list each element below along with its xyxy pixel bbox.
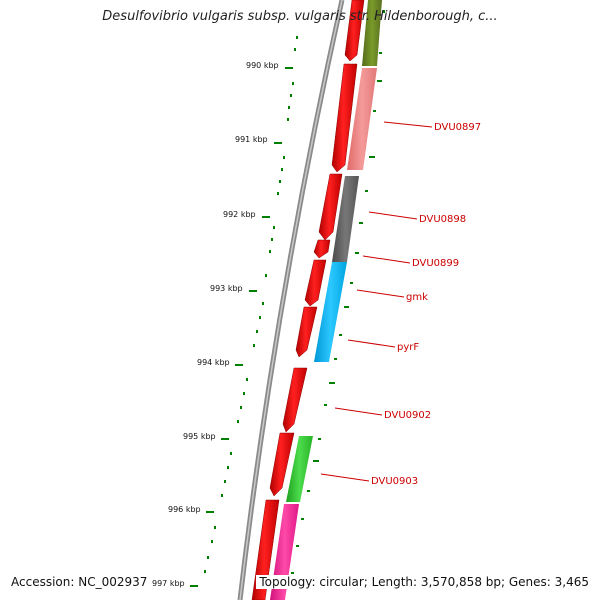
scale-ticks <box>190 67 293 587</box>
scale-label: 990 kbp <box>246 61 279 70</box>
gene-label[interactable]: DVU0897 <box>434 122 481 133</box>
gene-block[interactable] <box>314 262 347 362</box>
dotted-track <box>204 10 385 574</box>
gene-arrow[interactable] <box>295 306 318 358</box>
genome-summary-text: Topology: circular; Length: 3,570,858 bp… <box>256 575 592 589</box>
gene-arrow[interactable] <box>344 0 365 62</box>
scale-label: 995 kbp <box>183 432 216 441</box>
gene-label-leaders <box>320 121 433 482</box>
gene-label[interactable]: DVU0898 <box>419 214 466 225</box>
gene-arrow[interactable] <box>331 63 358 173</box>
gene-arrow[interactable] <box>304 259 327 307</box>
scale-label: 997 kbp <box>152 579 185 588</box>
gene-block[interactable] <box>347 68 377 170</box>
gene-arrow[interactable] <box>313 239 331 259</box>
genome-backbone-highlight <box>239 0 343 600</box>
accession-text: Accession: NC_002937 <box>9 575 150 589</box>
gene-label[interactable]: DVU0899 <box>412 258 459 269</box>
gene-arrow[interactable] <box>318 173 343 241</box>
gene-arrow[interactable] <box>282 367 308 433</box>
gene-block[interactable] <box>332 176 359 262</box>
gene-block[interactable] <box>362 0 382 66</box>
gene-label[interactable]: gmk <box>406 292 428 303</box>
scale-label: 993 kbp <box>210 284 243 293</box>
gene-label[interactable]: pyrF <box>397 342 419 353</box>
scale-label: 996 kbp <box>168 505 201 514</box>
cog-track <box>270 0 382 600</box>
gene-label[interactable]: DVU0903 <box>371 476 418 487</box>
gene-label[interactable]: DVU0902 <box>384 410 431 421</box>
scale-labels: 990 kbp 991 kbp 992 kbp 993 kbp 994 kbp … <box>152 61 279 588</box>
scale-label: 994 kbp <box>197 358 230 367</box>
gene-arrow[interactable] <box>269 432 295 497</box>
gene-labels: DVU0897 DVU0898 DVU0899 gmk pyrF DVU0902… <box>371 122 481 487</box>
map-title: Desulfovibrio vulgaris subsp. vulgaris s… <box>102 9 498 24</box>
scale-label: 991 kbp <box>235 135 268 144</box>
gene-block[interactable] <box>286 436 313 502</box>
scale-label: 992 kbp <box>223 210 256 219</box>
forward-strand-genes <box>251 0 365 600</box>
